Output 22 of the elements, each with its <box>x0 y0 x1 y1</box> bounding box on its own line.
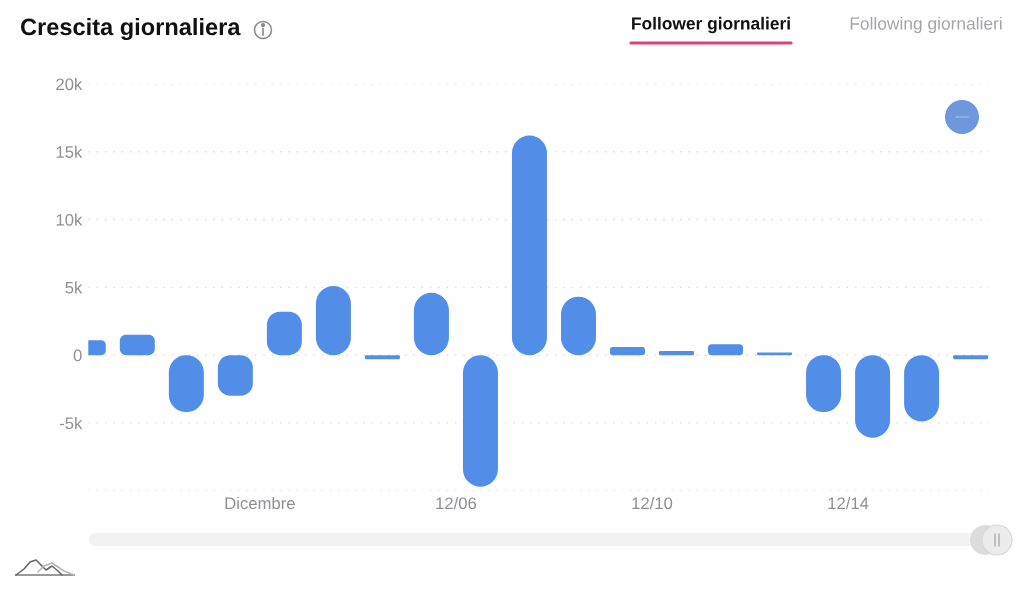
bar <box>364 355 400 360</box>
y-tick-label: 0 <box>73 349 82 362</box>
bar <box>609 347 645 356</box>
y-tick-label: 10k <box>56 213 83 226</box>
y-tick-label: -5k <box>59 416 83 430</box>
bar <box>757 352 793 356</box>
bar <box>659 351 695 356</box>
x-tick-label: 12/10 <box>632 496 673 510</box>
y-tick-label: 20k <box>56 77 83 91</box>
bar <box>511 135 547 356</box>
x-tick-label: 12/06 <box>436 496 477 510</box>
text: Following giornalieri <box>850 16 1002 34</box>
chart-title: Crescita giornaliera <box>20 17 241 41</box>
text: Follower giornalieri <box>632 16 790 34</box>
x-tick-label: Dicembre <box>225 496 295 510</box>
y-tick-label: 15k <box>56 145 83 158</box>
bar <box>462 355 498 487</box>
bar <box>119 334 155 356</box>
x-tick-label: 12/14 <box>828 496 869 510</box>
y-tick-label: 5k <box>65 281 83 294</box>
bar <box>953 355 989 360</box>
bar <box>708 344 744 356</box>
